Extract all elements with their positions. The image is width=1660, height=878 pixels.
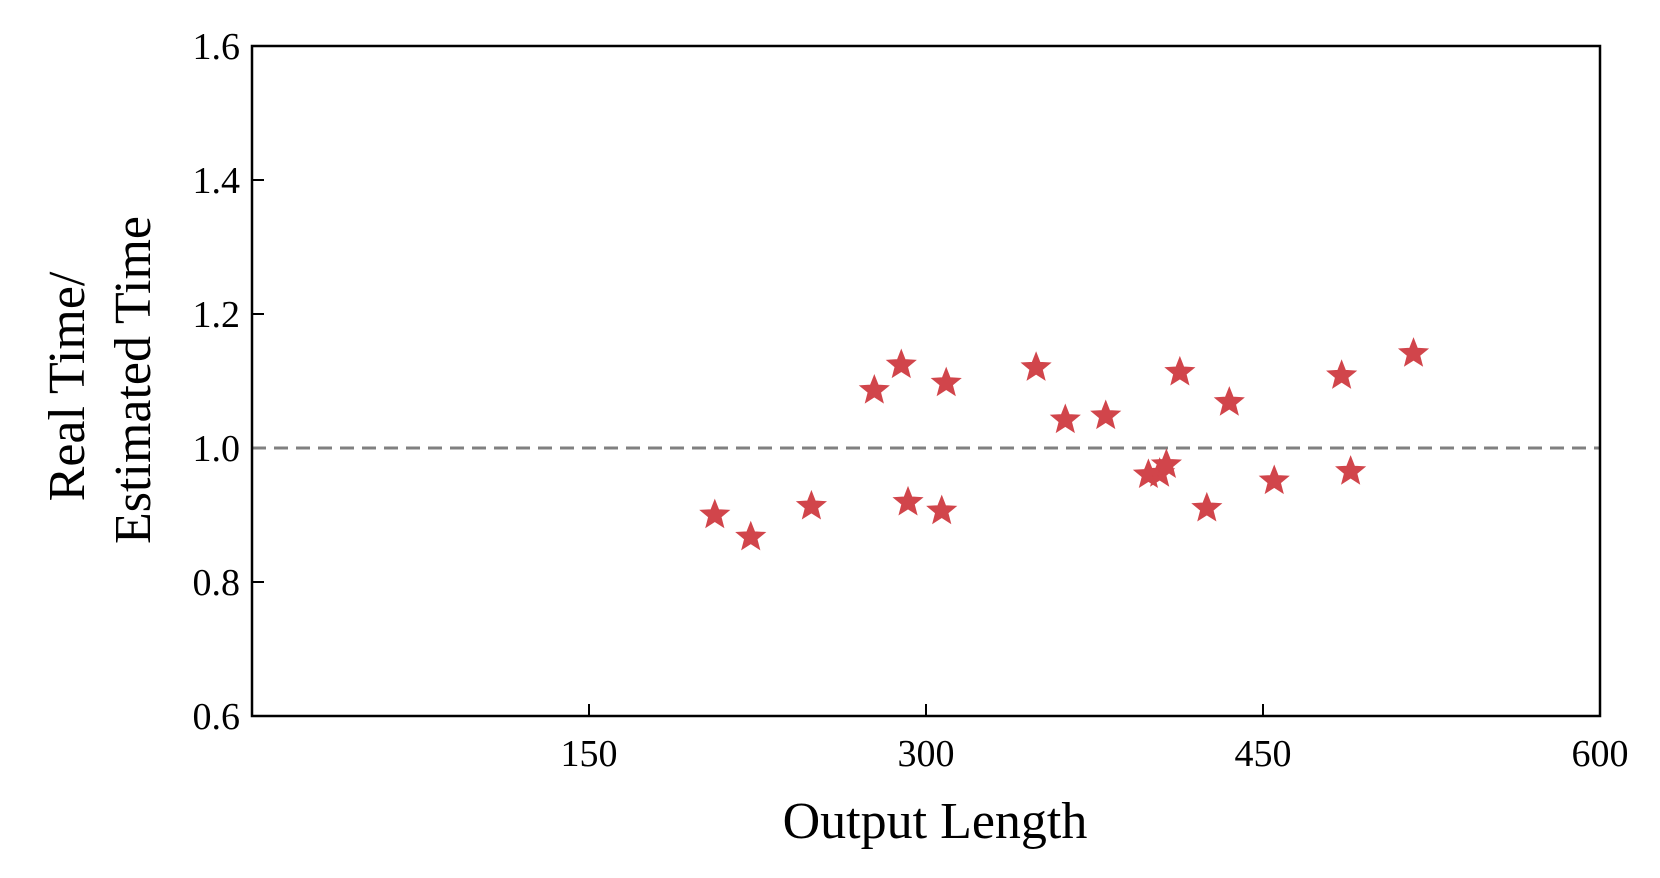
x-tick-label: 450 [1235, 733, 1292, 775]
data-point-star [858, 374, 890, 404]
data-point-star [885, 348, 917, 379]
data-point-star [1397, 337, 1430, 367]
data-point-star [1090, 399, 1122, 430]
data-points [699, 337, 1430, 551]
data-point-star [926, 494, 958, 525]
y-tick-label: 1.6 [193, 26, 241, 68]
data-point-star [795, 489, 827, 520]
data-point-star [735, 520, 767, 551]
x-tick-label: 150 [561, 733, 618, 775]
data-point-star [1191, 491, 1223, 522]
x-axis-title: Output Length [783, 793, 1088, 850]
x-axis: 150 300 450 600 [561, 704, 1629, 775]
data-point-star [1164, 355, 1196, 386]
y-tick-label: 0.6 [193, 696, 241, 738]
data-point-star [1213, 386, 1245, 416]
data-point-star [892, 485, 924, 516]
y-tick-label: 0.8 [193, 562, 241, 604]
data-point-star [1326, 359, 1358, 389]
data-point-star [1335, 455, 1367, 485]
y-tick-label: 1.4 [193, 160, 241, 202]
x-tick-label: 600 [1572, 733, 1629, 775]
data-point-star [1049, 403, 1081, 434]
y-axis-title-line-2: Estimated Time [105, 216, 162, 544]
y-axis-title-line-1: Real Time/ [39, 271, 96, 501]
data-point-star [1150, 448, 1182, 478]
y-axis: 0.6 0.8 1.0 1.2 1.4 1.6 [193, 26, 264, 738]
data-point-star [699, 498, 731, 529]
data-point-star [1258, 464, 1290, 495]
y-axis-title: Real Time/ Estimated Time [39, 216, 162, 544]
y-tick-label: 1.2 [193, 294, 241, 336]
y-tick-label: 1.0 [193, 428, 241, 470]
x-tick-label: 300 [898, 733, 955, 775]
plot-frame [250, 44, 1602, 718]
data-point-star [930, 366, 962, 397]
data-point-star [1020, 351, 1052, 381]
